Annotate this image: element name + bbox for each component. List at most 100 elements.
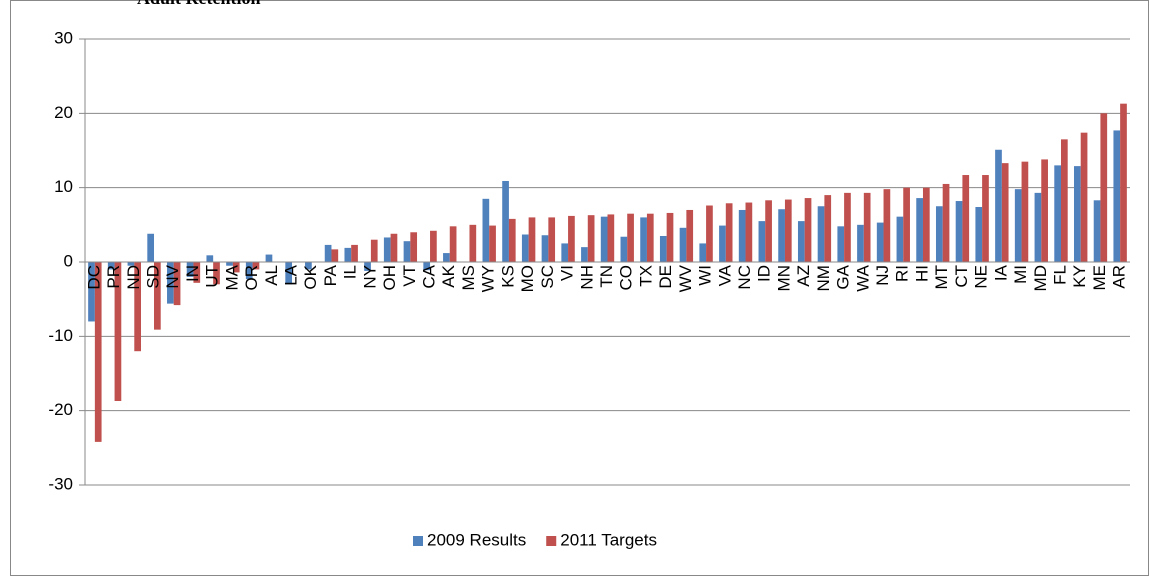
chart-title: Adult Retention bbox=[137, 0, 261, 8]
x-tick-label: MD bbox=[1031, 265, 1050, 291]
bar bbox=[837, 226, 845, 262]
x-tick-label: NH bbox=[577, 265, 596, 290]
bar bbox=[765, 200, 772, 262]
bar bbox=[344, 247, 352, 262]
bar bbox=[995, 149, 1002, 262]
bar bbox=[134, 262, 141, 352]
bar bbox=[804, 198, 812, 262]
x-tick-label: SC bbox=[538, 265, 557, 289]
bar bbox=[107, 262, 115, 270]
bar bbox=[331, 249, 339, 262]
bar bbox=[863, 192, 871, 262]
y-tick-label: 10 bbox=[54, 177, 73, 196]
bar bbox=[508, 218, 516, 262]
bar bbox=[528, 217, 536, 262]
bar bbox=[167, 262, 174, 304]
bar bbox=[1113, 130, 1121, 262]
bar bbox=[587, 215, 595, 262]
x-tick-label: WI bbox=[696, 265, 715, 286]
x-tick-label: NM bbox=[814, 265, 833, 291]
bar bbox=[541, 235, 549, 262]
x-tick-label: KY bbox=[1070, 265, 1089, 288]
x-tick-label: NJ bbox=[873, 265, 892, 286]
x-tick-label: AL bbox=[262, 265, 281, 286]
bar bbox=[686, 209, 694, 262]
bar bbox=[154, 262, 161, 330]
y-tick-label: 0 bbox=[64, 251, 73, 270]
bar bbox=[942, 183, 950, 262]
x-tick-label: AR bbox=[1110, 265, 1129, 289]
bar bbox=[1074, 166, 1081, 262]
bar bbox=[824, 195, 832, 262]
bar bbox=[206, 255, 214, 262]
bar bbox=[817, 206, 825, 262]
x-tick-label: GA bbox=[834, 264, 853, 289]
bar bbox=[903, 187, 910, 262]
bar bbox=[1120, 103, 1127, 262]
bar bbox=[443, 253, 450, 262]
x-tick-label: AK bbox=[439, 264, 458, 287]
bar bbox=[482, 198, 490, 262]
bar bbox=[916, 198, 923, 262]
legend-swatch bbox=[546, 536, 557, 546]
bar bbox=[226, 262, 233, 266]
x-tick-label: LA bbox=[282, 264, 301, 285]
bar bbox=[548, 217, 556, 262]
bar bbox=[581, 247, 588, 262]
x-tick-label: MA bbox=[222, 264, 241, 290]
bar bbox=[955, 201, 963, 262]
bar bbox=[186, 262, 194, 277]
bar bbox=[1060, 139, 1068, 262]
bar bbox=[857, 224, 864, 262]
x-tick-label: SD bbox=[143, 265, 162, 289]
bar bbox=[659, 235, 667, 262]
bar bbox=[1034, 192, 1042, 262]
x-tick-label: OR bbox=[242, 265, 261, 291]
x-tick-label: IL bbox=[341, 265, 360, 279]
x-tick-label: VI bbox=[558, 265, 577, 281]
x-tick-label: NE bbox=[972, 265, 991, 289]
bar bbox=[114, 262, 122, 402]
bar bbox=[1014, 189, 1022, 262]
legend-label: 2009 Results bbox=[427, 530, 526, 549]
bar bbox=[561, 243, 569, 262]
bar bbox=[88, 262, 95, 322]
bar bbox=[706, 205, 713, 262]
bar bbox=[778, 209, 785, 262]
x-tick-label: PA bbox=[321, 264, 340, 286]
bar bbox=[127, 262, 135, 266]
bar bbox=[410, 232, 418, 262]
bar bbox=[876, 222, 884, 262]
bar bbox=[758, 221, 766, 262]
x-tick-label: MI bbox=[1011, 265, 1030, 284]
legend-swatch bbox=[413, 536, 423, 546]
y-tick-label: -20 bbox=[48, 400, 73, 419]
bar bbox=[351, 244, 358, 262]
x-tick-label: VA bbox=[715, 264, 734, 286]
x-tick-label: TN bbox=[597, 265, 616, 288]
bar bbox=[147, 233, 155, 262]
bar bbox=[607, 214, 615, 262]
bar bbox=[1100, 113, 1108, 262]
x-tick-label: HI bbox=[912, 265, 931, 282]
x-tick-label: KS bbox=[498, 265, 517, 288]
bar bbox=[600, 216, 608, 262]
bar bbox=[324, 244, 332, 262]
x-tick-label: IA bbox=[991, 264, 1010, 281]
bar bbox=[935, 206, 943, 262]
x-tick-label: OH bbox=[380, 265, 399, 291]
bar bbox=[666, 212, 674, 262]
bar bbox=[390, 233, 398, 262]
bar bbox=[745, 202, 753, 262]
x-tick-label: TX bbox=[636, 265, 655, 287]
bar bbox=[962, 175, 970, 262]
x-tick-label: VT bbox=[400, 265, 419, 287]
x-tick-label: DE bbox=[656, 265, 675, 289]
bar bbox=[982, 175, 989, 262]
x-tick-label: PR bbox=[104, 265, 123, 289]
x-tick-label: WV bbox=[676, 264, 695, 292]
bar bbox=[1021, 161, 1029, 262]
y-tick-label: 30 bbox=[54, 28, 73, 47]
bar bbox=[784, 199, 792, 262]
